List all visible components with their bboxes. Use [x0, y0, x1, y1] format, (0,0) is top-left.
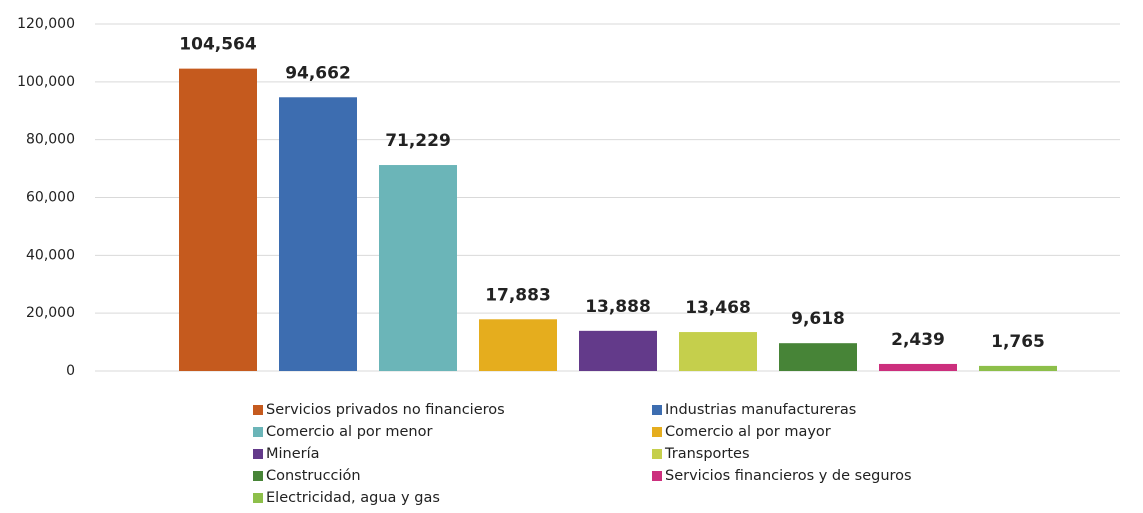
legend-swatch [652, 471, 662, 481]
data-label: 1,765 [991, 332, 1045, 352]
legend-label: Minería [266, 446, 320, 462]
legend-swatch [652, 427, 662, 437]
legend-label: Industrias manufactureras [665, 402, 856, 418]
legend-swatch [253, 493, 263, 503]
y-tick-label: 80,000 [26, 132, 75, 148]
legend-swatch [253, 449, 263, 459]
y-tick-label: 60,000 [26, 190, 75, 206]
legend-label: Servicios financieros y de seguros [665, 468, 912, 484]
data-label: 71,229 [385, 131, 451, 151]
bar [479, 319, 557, 371]
legend-swatch [253, 405, 263, 415]
data-label: 13,468 [685, 298, 751, 318]
legend-swatch [652, 449, 662, 459]
y-tick-label: 40,000 [26, 247, 75, 263]
bar [679, 332, 757, 371]
data-label: 17,883 [485, 285, 551, 305]
data-label: 2,439 [891, 330, 945, 350]
y-tick-label: 120,000 [17, 16, 75, 32]
legend-label: Comercio al por menor [266, 424, 432, 440]
bar [379, 165, 457, 371]
data-label: 94,662 [285, 63, 351, 83]
legend-swatch [253, 471, 263, 481]
bar [579, 330, 657, 371]
legend-label: Transportes [664, 446, 750, 462]
bar [879, 363, 957, 371]
bar [279, 97, 357, 372]
y-tick-label: 0 [66, 363, 75, 379]
y-tick-label: 20,000 [26, 305, 75, 321]
data-label: 9,618 [791, 309, 845, 329]
data-label: 104,564 [179, 35, 257, 55]
legend-swatch [253, 427, 263, 437]
bar [779, 343, 857, 371]
bar [979, 365, 1057, 371]
legend-label: Construcción [266, 468, 361, 484]
y-tick-label: 100,000 [17, 74, 75, 90]
bar [179, 68, 257, 371]
legend-label: Comercio al por mayor [665, 424, 831, 440]
legend-label: Servicios privados no financieros [266, 402, 505, 418]
data-label: 13,888 [585, 297, 651, 317]
legend-swatch [652, 405, 662, 415]
legend-label: Electricidad, agua y gas [266, 490, 440, 506]
